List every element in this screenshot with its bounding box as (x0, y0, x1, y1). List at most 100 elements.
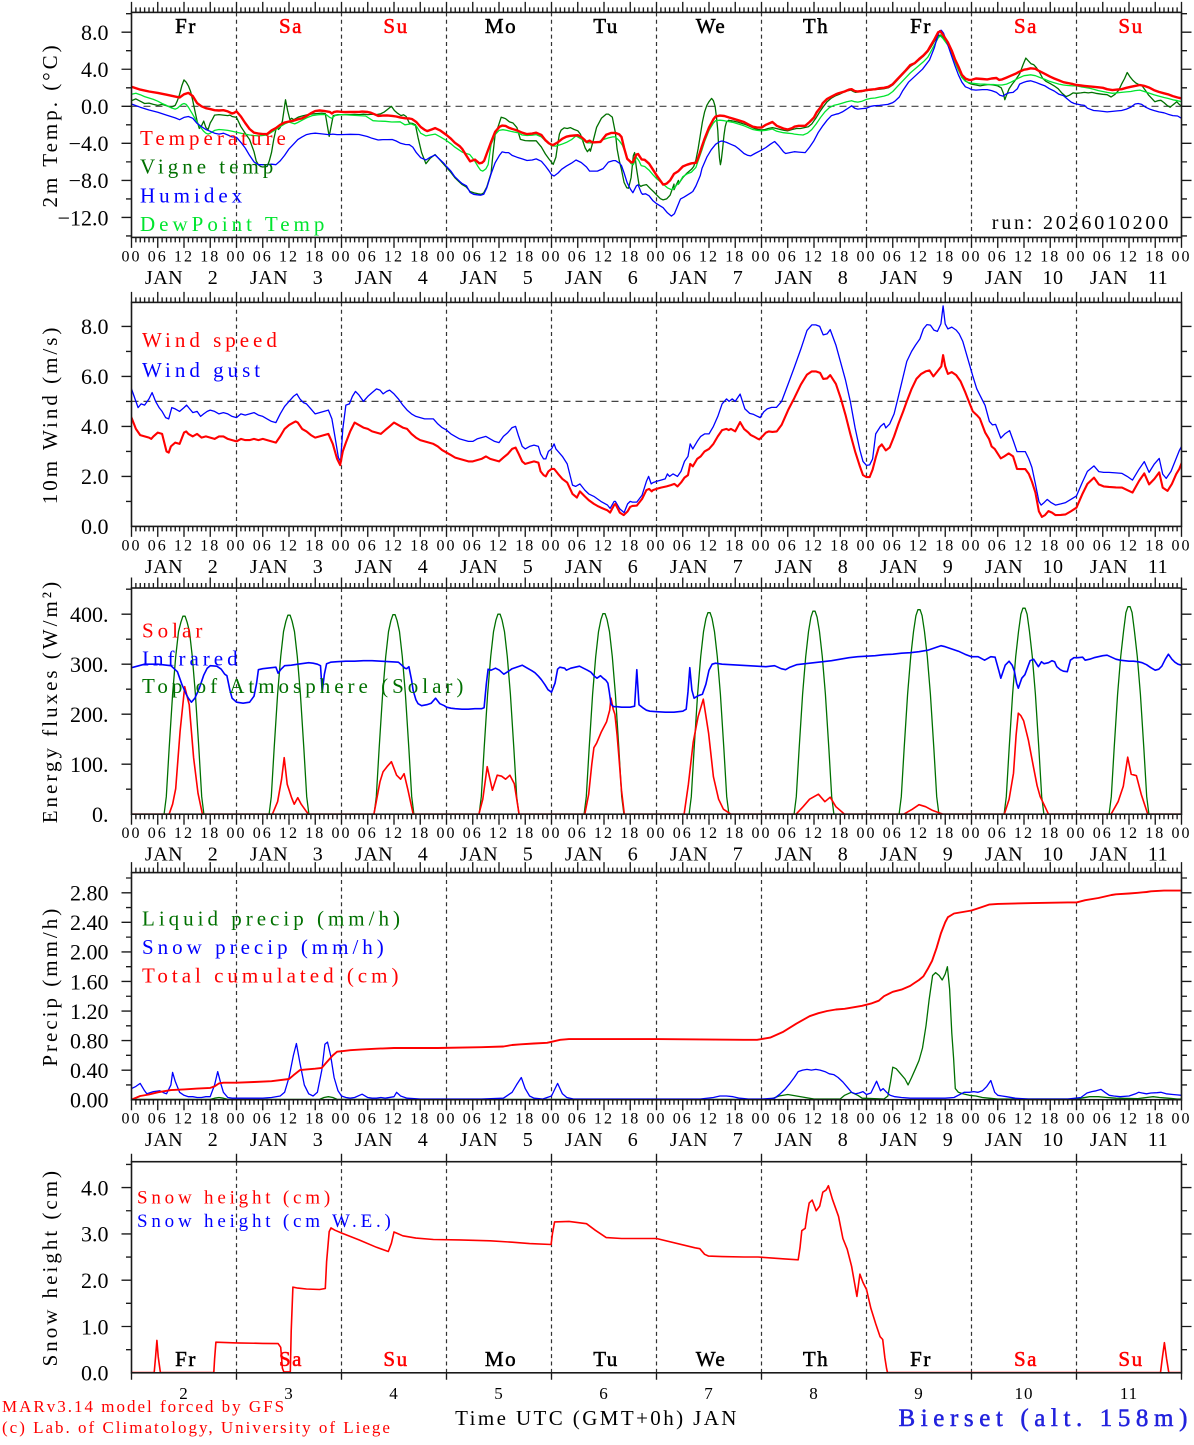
svg-text:18: 18 (935, 1111, 955, 1128)
svg-text:Humidex: Humidex (140, 183, 246, 207)
svg-text:12: 12 (1014, 1111, 1034, 1128)
svg-text:06: 06 (148, 825, 168, 842)
svg-text:JAN: JAN (880, 267, 918, 289)
svg-text:06: 06 (463, 537, 483, 554)
svg-text:Top of Atmosphere (Solar): Top of Atmosphere (Solar) (142, 674, 467, 698)
svg-text:12: 12 (699, 1111, 719, 1128)
svg-text:0.00: 0.00 (70, 1088, 109, 1113)
svg-text:Vigne temp: Vigne temp (140, 155, 277, 179)
svg-text:12: 12 (804, 825, 824, 842)
svg-text:0.0: 0.0 (81, 514, 109, 539)
svg-text:18: 18 (1145, 537, 1165, 554)
svg-text:Th: Th (803, 14, 829, 38)
svg-text:00: 00 (227, 825, 247, 842)
svg-text:18: 18 (515, 537, 535, 554)
svg-text:12: 12 (1119, 825, 1139, 842)
svg-text:JAN: JAN (670, 556, 708, 578)
svg-text:JAN: JAN (1090, 1129, 1128, 1151)
svg-text:18: 18 (305, 825, 325, 842)
svg-text:12: 12 (909, 1111, 929, 1128)
svg-text:Liquid precip (mm/h): Liquid precip (mm/h) (142, 907, 404, 931)
svg-text:18: 18 (725, 248, 745, 265)
svg-text:12: 12 (594, 825, 614, 842)
svg-text:5: 5 (523, 556, 534, 578)
svg-text:Time UTC (GMT+0h) JAN: Time UTC (GMT+0h) JAN (455, 1406, 739, 1430)
svg-text:JAN: JAN (775, 1129, 813, 1151)
svg-text:00: 00 (1172, 248, 1192, 265)
svg-text:8: 8 (838, 267, 849, 289)
svg-text:Temperature: Temperature (140, 126, 290, 150)
svg-text:18: 18 (305, 248, 325, 265)
svg-text:00: 00 (437, 1111, 457, 1128)
svg-text:1.20: 1.20 (70, 999, 109, 1024)
svg-text:JAN: JAN (1090, 267, 1128, 289)
svg-text:00: 00 (122, 825, 142, 842)
svg-text:18: 18 (725, 825, 745, 842)
svg-text:06: 06 (988, 1111, 1008, 1128)
svg-text:Snow height (cm): Snow height (cm) (38, 1168, 62, 1366)
svg-text:00: 00 (227, 248, 247, 265)
svg-text:12: 12 (174, 537, 194, 554)
svg-text:00: 00 (332, 1111, 352, 1128)
svg-text:JAN: JAN (775, 267, 813, 289)
svg-text:JAN: JAN (250, 844, 288, 866)
svg-text:JAN: JAN (670, 267, 708, 289)
svg-text:Snow precip (mm/h): Snow precip (mm/h) (142, 935, 388, 959)
svg-text:11: 11 (1148, 267, 1168, 289)
svg-text:300.: 300. (70, 652, 109, 677)
svg-text:12: 12 (699, 537, 719, 554)
svg-text:18: 18 (620, 825, 640, 842)
svg-text:JAN: JAN (565, 844, 603, 866)
svg-text:12: 12 (279, 537, 299, 554)
svg-text:00: 00 (857, 1111, 877, 1128)
svg-text:5: 5 (523, 267, 534, 289)
svg-text:12: 12 (174, 1111, 194, 1128)
svg-text:4.0: 4.0 (81, 414, 109, 439)
svg-text:18: 18 (935, 248, 955, 265)
svg-text:18: 18 (515, 1111, 535, 1128)
svg-text:00: 00 (332, 537, 352, 554)
svg-text:00: 00 (962, 1111, 982, 1128)
svg-text:12: 12 (384, 248, 404, 265)
svg-text:06: 06 (778, 1111, 798, 1128)
svg-text:7: 7 (733, 844, 744, 866)
svg-text:Tu: Tu (593, 1347, 619, 1371)
svg-text:Wind speed: Wind speed (142, 328, 281, 352)
svg-text:DewPoint Temp: DewPoint Temp (140, 212, 328, 236)
svg-text:12: 12 (489, 825, 509, 842)
svg-text:06: 06 (463, 825, 483, 842)
svg-text:00: 00 (437, 248, 457, 265)
svg-text:12: 12 (909, 248, 929, 265)
svg-text:JAN: JAN (880, 1129, 918, 1151)
svg-text:200.: 200. (70, 702, 109, 727)
svg-text:JAN: JAN (460, 1129, 498, 1151)
svg-text:18: 18 (1040, 1111, 1060, 1128)
svg-text:7: 7 (704, 1384, 714, 1403)
svg-text:2: 2 (208, 1129, 219, 1151)
svg-text:18: 18 (620, 1111, 640, 1128)
svg-text:2.0: 2.0 (81, 464, 109, 489)
svg-text:18: 18 (620, 248, 640, 265)
svg-text:12: 12 (594, 1111, 614, 1128)
svg-text:06: 06 (673, 825, 693, 842)
svg-text:12: 12 (804, 248, 824, 265)
svg-text:12: 12 (699, 248, 719, 265)
svg-text:3: 3 (313, 267, 324, 289)
svg-text:−12.0: −12.0 (58, 205, 109, 230)
svg-text:18: 18 (725, 1111, 745, 1128)
svg-text:We: We (696, 14, 726, 38)
svg-text:00: 00 (962, 825, 982, 842)
svg-text:06: 06 (1093, 248, 1113, 265)
svg-text:2: 2 (179, 1384, 189, 1403)
svg-text:12: 12 (384, 1111, 404, 1128)
svg-text:JAN: JAN (460, 556, 498, 578)
svg-text:18: 18 (620, 537, 640, 554)
svg-text:12: 12 (594, 248, 614, 265)
svg-text:(c) Lab. of Climatology, Unive: (c) Lab. of Climatology, University of L… (2, 1418, 392, 1437)
svg-text:00: 00 (437, 825, 457, 842)
svg-text:18: 18 (935, 825, 955, 842)
svg-text:6: 6 (628, 556, 639, 578)
svg-text:Fr: Fr (175, 1347, 197, 1371)
svg-text:8: 8 (838, 844, 849, 866)
svg-text:7: 7 (733, 1129, 744, 1151)
